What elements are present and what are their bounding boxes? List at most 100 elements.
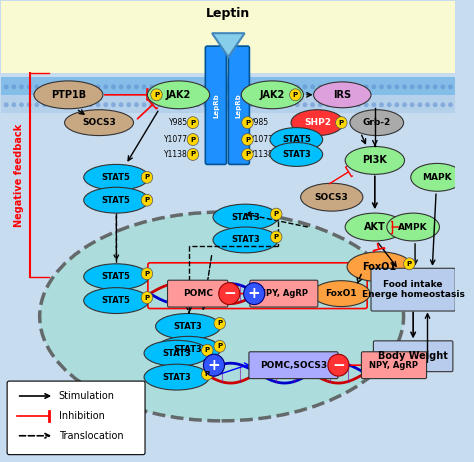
Ellipse shape — [345, 213, 404, 241]
Circle shape — [210, 85, 215, 89]
Text: AKT: AKT — [364, 222, 386, 232]
Circle shape — [127, 102, 131, 107]
FancyBboxPatch shape — [374, 341, 453, 371]
Circle shape — [433, 102, 438, 107]
Bar — [1, 95, 455, 113]
Text: SOCS3: SOCS3 — [82, 118, 116, 127]
Text: Y1077: Y1077 — [164, 135, 188, 144]
Circle shape — [210, 102, 215, 107]
Ellipse shape — [144, 364, 209, 390]
Text: −: − — [223, 286, 236, 301]
Circle shape — [111, 85, 116, 89]
Circle shape — [203, 102, 208, 107]
Circle shape — [27, 85, 32, 89]
Circle shape — [4, 102, 9, 107]
Text: Negative feedback: Negative feedback — [14, 124, 24, 227]
Circle shape — [440, 102, 445, 107]
Circle shape — [249, 102, 254, 107]
Circle shape — [96, 102, 100, 107]
Text: P: P — [154, 92, 159, 98]
Circle shape — [287, 85, 292, 89]
Text: P: P — [145, 174, 149, 180]
Circle shape — [201, 368, 213, 380]
Ellipse shape — [291, 110, 344, 135]
Text: MAPK: MAPK — [422, 173, 452, 182]
Circle shape — [42, 102, 47, 107]
Circle shape — [141, 171, 153, 183]
Circle shape — [234, 85, 238, 89]
Text: P: P — [245, 152, 250, 158]
Circle shape — [341, 102, 346, 107]
Text: IRS: IRS — [333, 90, 351, 100]
Ellipse shape — [270, 143, 323, 166]
Ellipse shape — [147, 81, 210, 109]
Circle shape — [333, 102, 338, 107]
Ellipse shape — [387, 213, 439, 241]
Circle shape — [73, 85, 78, 89]
Text: Grb-2: Grb-2 — [363, 118, 391, 127]
Text: POMC: POMC — [182, 289, 213, 298]
Ellipse shape — [155, 336, 221, 362]
FancyBboxPatch shape — [250, 280, 318, 307]
Circle shape — [19, 102, 24, 107]
Ellipse shape — [213, 227, 278, 253]
Text: JAK2: JAK2 — [166, 90, 191, 100]
Circle shape — [402, 85, 407, 89]
Text: P: P — [217, 343, 222, 349]
Text: Translocation: Translocation — [59, 431, 123, 441]
Circle shape — [310, 102, 315, 107]
Ellipse shape — [270, 128, 323, 152]
Text: JAK2: JAK2 — [260, 90, 285, 100]
Circle shape — [187, 134, 199, 146]
Circle shape — [272, 102, 277, 107]
Circle shape — [318, 102, 323, 107]
Circle shape — [244, 283, 264, 304]
Circle shape — [241, 85, 246, 89]
Text: P: P — [145, 295, 149, 301]
FancyBboxPatch shape — [362, 352, 427, 378]
FancyBboxPatch shape — [249, 352, 338, 378]
Circle shape — [356, 85, 361, 89]
Circle shape — [201, 344, 213, 356]
Circle shape — [180, 85, 185, 89]
Circle shape — [187, 117, 199, 128]
Circle shape — [157, 85, 162, 89]
Text: FoxO1: FoxO1 — [326, 289, 357, 298]
Circle shape — [188, 102, 192, 107]
Text: STAT3: STAT3 — [231, 236, 260, 244]
Circle shape — [19, 85, 24, 89]
Circle shape — [387, 85, 392, 89]
Circle shape — [88, 85, 93, 89]
Text: P: P — [191, 152, 195, 158]
Circle shape — [403, 258, 415, 270]
Circle shape — [418, 85, 422, 89]
Circle shape — [103, 102, 108, 107]
Circle shape — [440, 85, 445, 89]
Circle shape — [326, 85, 330, 89]
Text: PI3K: PI3K — [363, 155, 387, 165]
Circle shape — [218, 102, 223, 107]
Circle shape — [50, 85, 55, 89]
Circle shape — [142, 85, 146, 89]
Circle shape — [348, 102, 353, 107]
Circle shape — [111, 102, 116, 107]
Text: STAT3: STAT3 — [162, 349, 191, 358]
Circle shape — [195, 102, 200, 107]
Ellipse shape — [314, 82, 371, 108]
Circle shape — [151, 89, 162, 101]
Circle shape — [290, 89, 301, 101]
Circle shape — [214, 317, 226, 329]
Circle shape — [249, 85, 254, 89]
Circle shape — [226, 85, 231, 89]
Circle shape — [264, 85, 269, 89]
Circle shape — [328, 354, 349, 376]
Circle shape — [142, 102, 146, 107]
FancyBboxPatch shape — [371, 268, 455, 311]
Circle shape — [364, 102, 369, 107]
Circle shape — [372, 85, 376, 89]
Circle shape — [4, 85, 9, 89]
Circle shape — [280, 85, 284, 89]
Circle shape — [73, 102, 78, 107]
Circle shape — [11, 102, 16, 107]
FancyBboxPatch shape — [228, 46, 249, 164]
